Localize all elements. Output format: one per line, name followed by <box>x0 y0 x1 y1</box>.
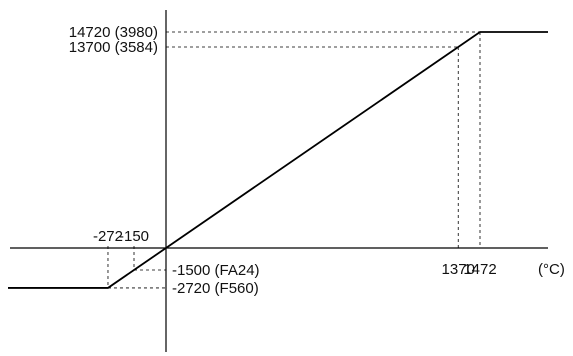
x-axis-unit-label: (°C) <box>538 261 565 278</box>
y-annotation-label-1: 13700 (3584) <box>69 39 158 56</box>
guide-lines <box>107 31 481 289</box>
x-tick-label-3: 1472 <box>463 261 496 278</box>
y-annotation-label-3: -2720 (F560) <box>172 280 259 297</box>
series-line-0 <box>8 31 548 289</box>
y-annotation-label-2: -1500 (FA24) <box>172 262 260 279</box>
x-tick-label-2: 1370 <box>442 261 475 278</box>
x-tick-label-0: -272 <box>93 228 123 245</box>
series-group <box>8 31 548 289</box>
y-annotation-label-0: 14720 (3980) <box>69 24 158 41</box>
x-tick-label-1: -150 <box>119 228 149 245</box>
